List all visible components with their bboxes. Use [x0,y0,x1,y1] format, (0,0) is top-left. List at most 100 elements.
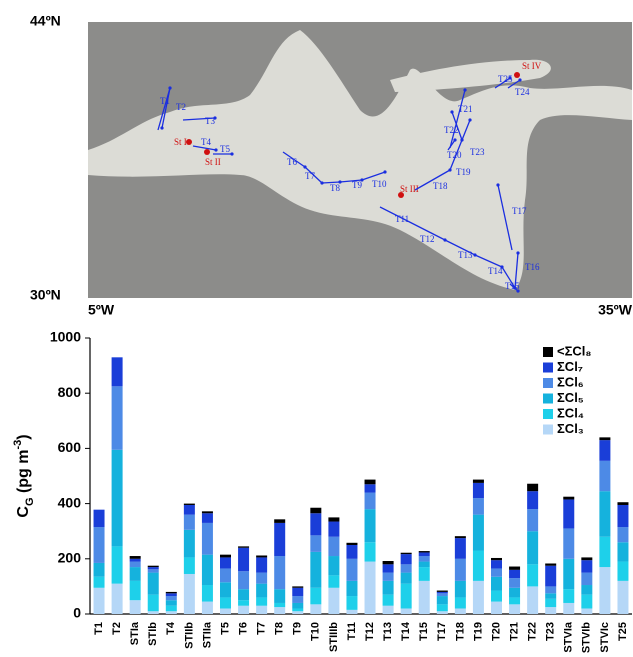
station-label: St IV [522,61,542,71]
bar-segment [509,597,520,604]
x-tick-label: T13 [382,622,394,641]
bar-segment [617,581,628,614]
bar-segment [94,563,105,577]
bar-segment [112,584,123,614]
bar-segment [148,573,159,595]
bar-segment [527,484,538,491]
x-tick-label: STVIb [581,622,593,653]
station-label: St I [174,137,187,147]
bar-segment [220,597,231,608]
lon-label: 5ºW [88,302,115,318]
transect-label: T16 [525,262,540,272]
bar-segment [130,559,141,562]
bar-segment [599,537,610,567]
transect-label: T25 [498,74,513,84]
bar-segment [383,573,394,581]
bar-segment [617,527,628,542]
bar-segment [419,562,430,568]
bar-segment [509,604,520,614]
bar-segment [310,552,321,588]
x-tick-label: STIb [147,622,159,646]
bar-segment [292,608,303,611]
y-tick-label: 1000 [50,329,81,345]
bar-segment [94,527,105,563]
bar-segment [256,557,267,572]
transect-label: T9 [352,180,362,190]
bar-segment [328,537,339,556]
bar-segment [365,542,376,561]
transect-head [468,118,471,121]
y-label-part: C [15,506,32,518]
bar-segment [455,608,466,614]
legend-label: <ΣCl₈ [557,343,591,358]
transect-head [214,148,217,151]
x-tick-label: T12 [364,622,376,641]
bar-segment [184,530,195,558]
bar-segment [599,437,610,440]
bar-segment [94,577,105,588]
bar-segment [419,551,430,552]
bar-segment [256,573,267,584]
bar-segment [256,606,267,614]
map [88,22,632,298]
bar-segment [328,517,339,521]
bar-segment [184,504,195,505]
bar-segment [148,567,159,569]
bar-segment [599,440,610,461]
transect-head [383,170,386,173]
transect-label: T5 [220,144,230,154]
bar-segment [545,599,556,607]
x-tick-label: T23 [545,622,557,641]
bar-segment [274,589,285,603]
x-tick-label: T8 [274,622,286,635]
transect-label: T2 [176,102,186,112]
bar-segment [130,567,141,581]
bar-segment [112,386,123,449]
bar-segment [419,581,430,614]
bar-segment [130,600,141,614]
bar-segment [238,600,249,606]
bar-segment [617,542,628,561]
bar-segment [292,596,303,603]
bar-segment [274,523,285,556]
x-tick-label: T19 [472,622,484,641]
bar-segment [473,515,484,551]
bar-segment [617,562,628,581]
bar-segment [419,567,430,581]
bar-segment [365,484,376,492]
bar-segment [184,505,195,515]
x-tick-label: T4 [165,621,177,635]
lat-label: 30ºN [30,287,61,303]
transect-label: T18 [433,181,448,191]
transect-label: T7 [305,171,315,181]
lat-label: 44ºN [30,13,61,29]
x-tick-label: T22 [527,622,539,641]
bar-segment [112,450,123,547]
bar-segment [527,586,538,614]
x-tick-label: STVIc [599,622,611,653]
bar-segment [491,560,502,568]
x-tick-label: STIa [129,621,141,645]
bar-segment [419,552,430,556]
bar-segment [202,523,213,555]
x-tick-label: T6 [237,622,249,635]
bar-segment [220,582,231,597]
bar-segment [238,546,249,547]
bar-segment [220,555,231,558]
transect-label: T6 [287,157,297,167]
bar-segment [401,573,412,584]
transect-label: T14 [488,266,503,276]
bar-segment [166,593,177,596]
bar-segment [184,557,195,574]
station-label: St II [205,157,221,167]
y-tick-label: 200 [58,550,82,566]
bar-segment [617,502,628,505]
bar-segment [274,603,285,607]
legend-label: ΣCl₄ [557,405,584,420]
bar-segment [599,491,610,537]
y-label-part: -3 [12,440,24,450]
bar-segment [310,535,321,552]
bar-segment [256,584,267,598]
bar-segment [166,592,177,593]
bar-segment [401,608,412,614]
